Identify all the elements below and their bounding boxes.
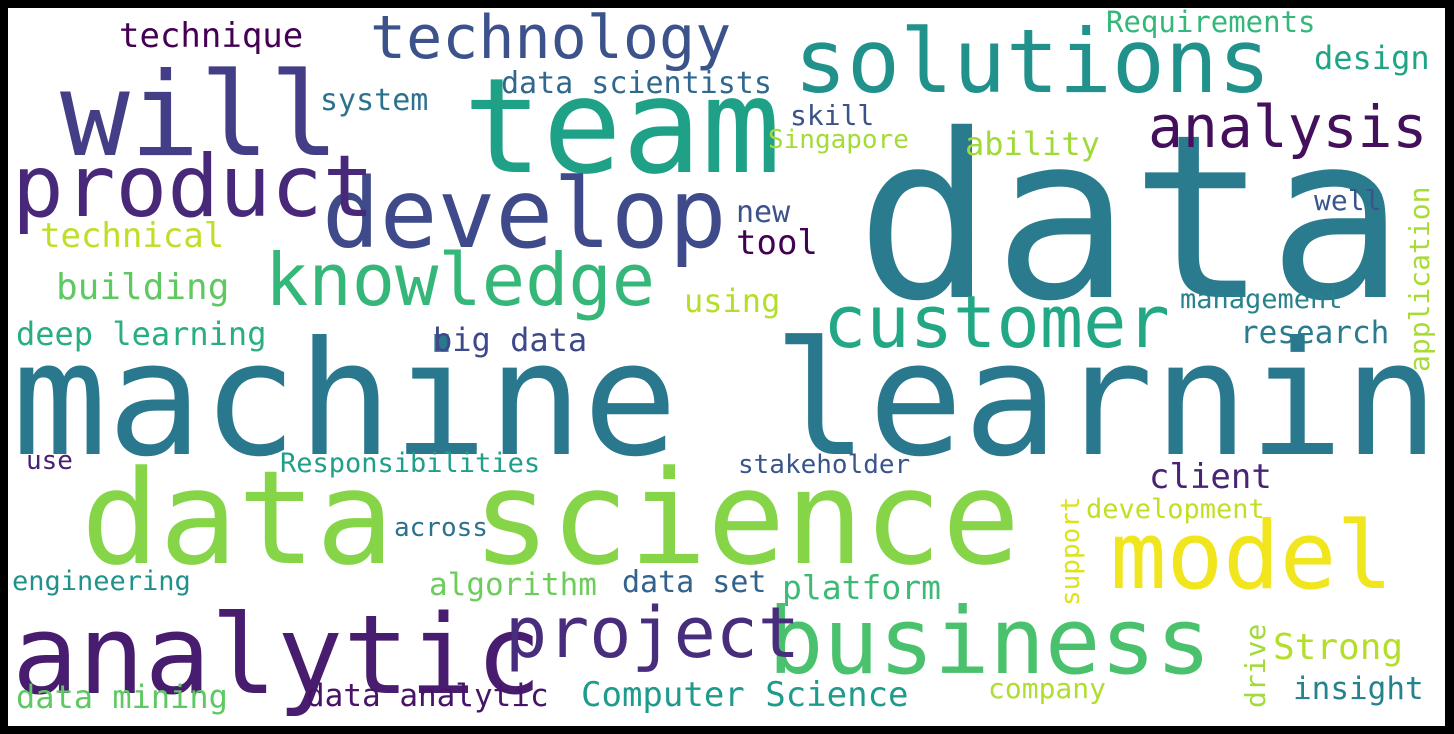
word-tool: tool xyxy=(736,223,818,263)
word-system: system xyxy=(320,83,429,118)
word-management: management xyxy=(1180,284,1343,315)
word-well: well xyxy=(1314,184,1382,217)
word-use: use xyxy=(26,446,73,476)
word-responsibilities: Responsibilities xyxy=(280,448,541,479)
word-deep-learning: deep learning xyxy=(16,315,267,353)
word-technology: technology xyxy=(370,8,732,73)
word-technique: technique xyxy=(119,16,304,56)
word-will: will xyxy=(60,48,340,183)
word-data-analytic: data analytic xyxy=(306,678,549,714)
word-data-science: data science xyxy=(81,442,1021,594)
word-knowledge: knowledge xyxy=(265,238,656,322)
word-analytic: analytic xyxy=(12,591,542,719)
word-stakeholder: stakeholder xyxy=(738,450,911,480)
word-using: using xyxy=(684,282,781,320)
word-ability: ability xyxy=(965,125,1100,163)
word-algorithm: algorithm xyxy=(429,567,597,603)
word-company: company xyxy=(988,672,1107,705)
word-requirements: Requirements xyxy=(1106,8,1316,39)
word-machine-learning: machine learning xyxy=(12,308,1445,492)
word-drive: drive xyxy=(1239,623,1272,708)
word-singapore: Singapore xyxy=(768,125,909,155)
word-big-data: big data xyxy=(433,321,588,359)
word-skill: skill xyxy=(790,99,875,132)
word-platform: platform xyxy=(782,568,941,607)
word-cloud: data machine learning team data science … xyxy=(8,8,1445,726)
word-technical: technical xyxy=(40,216,225,256)
word-product: product xyxy=(12,137,375,237)
word-develop: develop xyxy=(322,158,727,270)
word-client: client xyxy=(1149,457,1272,497)
word-strong: Strong xyxy=(1273,627,1404,668)
word-data: data xyxy=(856,85,1406,351)
word-support: support xyxy=(1056,496,1086,606)
word-insight: insight xyxy=(1293,671,1424,707)
word-application: application xyxy=(1403,186,1436,372)
word-research: research xyxy=(1240,315,1390,351)
word-business: business xyxy=(768,588,1212,695)
word-project: project xyxy=(505,592,801,674)
word-building: building xyxy=(56,267,230,308)
word-design: design xyxy=(1314,39,1430,77)
word-data-mining: data mining xyxy=(16,678,228,716)
word-data-scientists: data scientists xyxy=(501,66,772,101)
word-data-set: data set xyxy=(622,565,767,600)
word-customer: customer xyxy=(823,280,1170,364)
word-analysis: analysis xyxy=(1148,93,1428,161)
word-new: new xyxy=(736,195,791,230)
word-across: across xyxy=(394,513,488,543)
word-development: development xyxy=(1086,494,1265,525)
word-model: model xyxy=(1110,502,1393,611)
word-engineering: engineering xyxy=(12,566,191,597)
word-solutions: solutions xyxy=(794,10,1271,113)
word-computer-science: Computer Science xyxy=(581,675,909,715)
word-team: team xyxy=(463,50,781,204)
